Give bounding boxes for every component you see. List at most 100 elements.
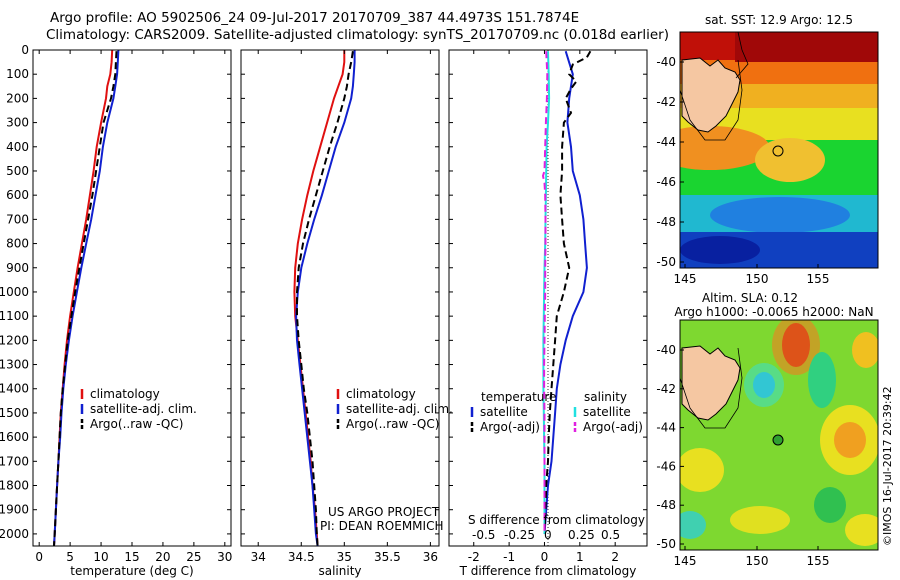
s-tick-3: 0.25 — [568, 528, 595, 542]
mticks2-ylabel-1: -42 — [656, 382, 676, 396]
mticks1-ylabel-2: -44 — [656, 135, 676, 149]
sla-map-ticks: 145 150 155 -40 -42 -44 -46 -48 -50 — [656, 343, 829, 568]
xtick-label-2-4: 2 — [611, 550, 619, 564]
mticks2-xlabel-0: 145 — [674, 554, 697, 568]
mticks1-ylabel-0: -40 — [656, 55, 676, 69]
mticks1-ylabel-1: -42 — [656, 95, 676, 109]
xtick-label-0-1: 5 — [66, 550, 74, 564]
salinity-xticks: 34 34.5 35 35.5 36 — [241, 49, 439, 564]
header-line-1: Argo profile: AO 5902506_24 09-Jul-2017 … — [50, 10, 580, 26]
ytick-label-14: 1400 — [0, 382, 29, 396]
series-line-1-1 — [295, 50, 356, 546]
sst-map: sat. SST: 12.9 Argo: 12.5 145 150 155 -40 -4… — [656, 13, 879, 286]
salinity-panel: 34 34.5 35 35.5 36 salinity climatologysatel… — [240, 49, 453, 578]
ytick-label-9: 900 — [6, 261, 29, 275]
temperature-xlabel: temperature (deg C) — [70, 564, 193, 578]
mticks2-ylabel-4: -48 — [656, 498, 676, 512]
ytick-label-2: 200 — [6, 91, 29, 105]
header-line-2: Climatology: CARS2009. Satellite-adjuste… — [46, 27, 669, 43]
xtick-label-1-2: 35 — [337, 550, 352, 564]
ytick-label-3: 300 — [6, 116, 29, 130]
legend-label-1-2: Argo(..raw -QC) — [346, 417, 439, 431]
ytick-label-6: 600 — [6, 188, 29, 202]
land-shape — [681, 57, 741, 133]
s-tick-1: -0.25 — [504, 528, 535, 542]
xtick-label-2-2: 0 — [541, 550, 549, 564]
xtick-label-1-3: 35.5 — [374, 550, 401, 564]
mticks2-xlabel-2: 155 — [807, 554, 830, 568]
ytick-label-7: 700 — [6, 212, 29, 226]
mticks2-xlabel-1: 150 — [746, 554, 769, 568]
difference-panel: -2 -1 0 1 2 T difference from climatology te… — [448, 49, 648, 578]
ytick-label-19: 1900 — [0, 503, 29, 517]
diff-legend-label-2: satellite — [583, 405, 631, 419]
temperature-xticks: 0 5 10 15 20 25 30 — [33, 49, 232, 564]
xtick-label-1-1: 34.5 — [288, 550, 315, 564]
temperature-series — [53, 50, 120, 546]
salinity-axes-box — [240, 49, 440, 547]
legend-label-0-0: climatology — [90, 387, 160, 401]
legend-label-1-1: satellite-adj. clim. — [346, 402, 453, 416]
ytick-label-8: 800 — [6, 237, 29, 251]
difference-xlabel: T difference from climatology — [459, 564, 637, 578]
legend-label-0-1: satellite-adj. clim. — [90, 402, 197, 416]
mticks1-ylabel-5: -50 — [656, 255, 676, 269]
pi-line-1: US ARGO PROJECT — [328, 505, 440, 519]
xtick-label-2-1: -1 — [503, 550, 515, 564]
xtick-label-0-6: 30 — [217, 550, 232, 564]
imos-stamp: ©IMOS 16-Jul-2017 20:39:42 — [881, 386, 894, 546]
ytick-label-4: 400 — [6, 140, 29, 154]
mticks1-xlabel-1: 150 — [746, 272, 769, 286]
salinity-series — [293, 50, 356, 546]
xtick-label-2-0: -2 — [468, 550, 480, 564]
ytick-label-20: 2000 — [0, 527, 29, 541]
temperature-panel: 0 5 10 15 20 25 30 0 100 200 300 400 500 600 700 800 90… — [0, 43, 232, 578]
difference-axes-box — [448, 49, 648, 547]
mticks1-xlabel-2: 155 — [807, 272, 830, 286]
xtick-label-0-0: 0 — [35, 550, 43, 564]
ytick-label-1: 100 — [6, 67, 29, 81]
xtick-label-0-5: 25 — [186, 550, 201, 564]
mticks2-ylabel-0: -40 — [656, 343, 676, 357]
xtick-label-1-4: 36 — [423, 550, 438, 564]
sla-float-marker — [772, 434, 784, 446]
xtick-label-0-4: 20 — [155, 550, 170, 564]
series-line-2-1 — [543, 50, 592, 534]
xtick-label-0-3: 15 — [124, 550, 139, 564]
xtick-label-1-0: 34 — [251, 550, 266, 564]
mticks2-ylabel-2: -44 — [656, 421, 676, 435]
xtick-label-0-2: 10 — [93, 550, 108, 564]
sla-field — [680, 320, 878, 550]
diff-legend-label-1: Argo(-adj) — [480, 420, 540, 434]
sst-map-title: sat. SST: 12.9 Argo: 12.5 — [705, 13, 853, 27]
pi-line-2: PI: DEAN ROEMMICH — [320, 519, 443, 533]
series-line-0-1 — [53, 50, 120, 546]
series-line-1-0 — [293, 50, 346, 546]
legend-label-0-2: Argo(..raw -QC) — [90, 417, 183, 431]
series-line-0-0 — [53, 50, 114, 546]
sla-map-title-2: Argo h1000: -0.0065 h2000: NaN — [674, 305, 873, 319]
ytick-label-10: 1000 — [0, 285, 29, 299]
xtick-label-2-3: 1 — [576, 550, 584, 564]
mticks1-ylabel-3: -46 — [656, 175, 676, 189]
depth-ticks: 0 100 200 300 400 500 600 700 800 900 1000 1100 1200… — [0, 43, 29, 541]
mticks1-ylabel-4: -48 — [656, 215, 676, 229]
sla-map-title-1: Altim. SLA: 0.12 — [702, 291, 798, 305]
series-line-1-2 — [296, 51, 354, 546]
ytick-label-0: 0 — [21, 43, 29, 57]
legend-head-salinity: salinity — [584, 390, 627, 404]
s-tick-4: 0.5 — [601, 528, 620, 542]
mticks2-ylabel-3: -46 — [656, 459, 676, 473]
sla-map: Altim. SLA: 0.12 Argo h1000: -0.0065 h20… — [656, 291, 879, 568]
legend-head-temperature: temperature — [481, 390, 556, 404]
mticks2-ylabel-5: -50 — [656, 537, 676, 551]
s-tick-0: -0.5 — [472, 528, 495, 542]
sst-field — [680, 32, 878, 268]
sst-map-ticks: 145 150 155 -40 -42 -44 -46 -48 -50 — [656, 55, 829, 286]
s-tick-2: 0 — [544, 528, 552, 542]
ytick-label-15: 1500 — [0, 406, 29, 420]
